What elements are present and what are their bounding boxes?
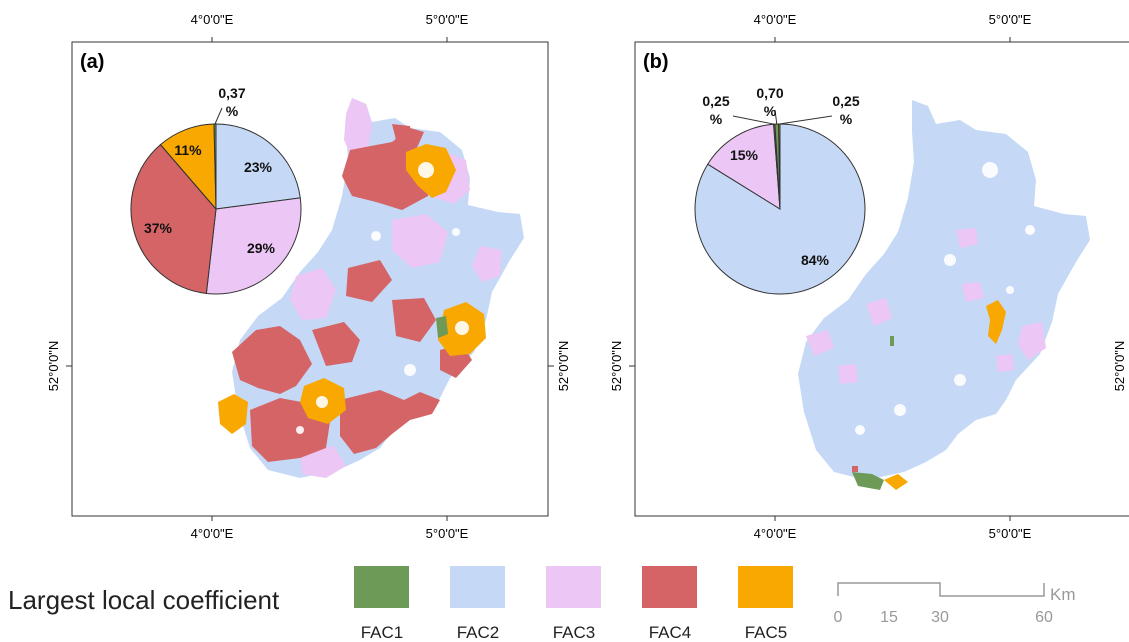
region-fac4-mid-a <box>392 298 436 342</box>
pie-label-b-fac2: 84% <box>801 252 830 268</box>
top-tick-a-0: 4°0'0"E <box>191 12 234 27</box>
legend-swatch-fac1 <box>354 566 409 608</box>
pie-label-a-fac3: 29% <box>247 240 276 256</box>
map-regions-b <box>798 100 1090 490</box>
legend-swatch-fac5 <box>738 566 793 608</box>
scale-label-30: 30 <box>931 609 949 626</box>
scale-unit: Km <box>1050 585 1076 604</box>
legend: Largest local coefficient FAC1 FAC2 FAC3 FA… <box>8 566 793 642</box>
legend-title: Largest local coefficient <box>8 585 280 615</box>
pie-labels-b: 84% 15% 0,25 % 0,70 % 0,25% <box>702 85 859 268</box>
map-panel-b: 84% 15% 0,25 % 0,70 % 0,25% (b) 4°0'0"E 5°0'0"… <box>609 12 1129 541</box>
region-fac3-4-b <box>866 298 892 326</box>
legend-label-fac1: FAC1 <box>361 623 404 642</box>
region-fac3-5-b <box>806 330 834 356</box>
right-tick-b: 52°0'0"N <box>1112 341 1127 392</box>
region-fac3-north-a <box>344 98 372 162</box>
region-fac3-7-b <box>996 354 1014 372</box>
region-fac5-2-b <box>884 474 908 490</box>
scale-bar <box>837 582 1045 597</box>
region-fac3-east2-a <box>472 246 502 282</box>
map-panel-a: 23% 29% 37% 11% 0,37% (a) 4°0'0"E 5°0'0"E 4°… <box>46 12 571 541</box>
pie-label-a-fac2: 23% <box>244 159 273 175</box>
pie-leader-b-fac1 <box>774 109 778 125</box>
region-fac3-south-a <box>300 446 346 478</box>
pie-label-a-fac4: 37% <box>144 220 173 236</box>
region-fac1-a <box>436 316 448 338</box>
region-fac3-6-b <box>838 364 858 384</box>
region-fac3-1-b <box>956 228 978 248</box>
pie-label-b-fac4: 0,25% <box>702 93 729 127</box>
region-fac4-west-a <box>232 326 312 394</box>
region-fac4-1-b <box>852 466 858 472</box>
legend-label-fac2: FAC2 <box>457 623 500 642</box>
legend-swatch-fac2 <box>450 566 505 608</box>
legend-label-fac4: FAC4 <box>649 623 692 642</box>
region-fac5-1-b <box>986 300 1006 344</box>
region-fac4-north-a <box>342 128 430 210</box>
panel-label-a: (a) <box>80 51 104 73</box>
bottom-tick-b-0: 4°0'0"E <box>754 526 797 541</box>
region-fac4-central-a <box>346 260 392 302</box>
bottom-tick-b-1: 5°0'0"E <box>989 526 1032 541</box>
pie-slice-a-fac4 <box>130 143 217 295</box>
legend-label-fac5: FAC5 <box>745 623 788 642</box>
left-tick-b: 52°0'0"N <box>609 341 624 392</box>
pie-leader-a-fac1 <box>214 107 223 125</box>
legend-swatch-fac3 <box>546 566 601 608</box>
bottom-tick-a-1: 5°0'0"E <box>426 526 469 541</box>
legend-swatch-fac4 <box>642 566 697 608</box>
pie-slice-a-fac3 <box>205 197 302 295</box>
pie-slice-a-fac1 <box>213 123 217 210</box>
pie-label-a-fac1: 0,37% <box>218 85 245 119</box>
pie-leader-b-fac5 <box>779 115 833 125</box>
region-fac1-2-b <box>890 336 894 346</box>
scale-label-60: 60 <box>1035 609 1053 626</box>
top-tick-b-1: 5°0'0"E <box>989 12 1032 27</box>
scale-label-0: 0 <box>834 609 843 626</box>
top-tick-a-1: 5°0'0"E <box>426 12 469 27</box>
region-fac4-northcap-a <box>392 124 412 140</box>
region-fac2-base-b <box>798 100 1090 480</box>
legend-label-fac3: FAC3 <box>553 623 596 642</box>
pie-chart-b <box>694 123 866 295</box>
left-tick-a: 52°0'0"N <box>46 341 61 392</box>
region-fac4-southeast-a <box>340 390 440 454</box>
region-fac3-3-b <box>1018 322 1046 360</box>
pie-label-b-fac3: 15% <box>730 147 759 163</box>
region-fac4-centre2-a <box>312 322 360 366</box>
legend-items: FAC1 FAC2 FAC3 FAC4 FAC5 <box>354 566 793 642</box>
pie-slice-a-fac2 <box>215 123 301 210</box>
map-regions-a <box>218 98 524 478</box>
pie-label-b-fac5: 0,25% <box>832 93 859 127</box>
right-tick-a: 52°0'0"N <box>556 341 571 392</box>
region-fac3-mid-a <box>392 214 448 268</box>
region-fac3-west-a <box>290 268 336 320</box>
pie-label-a-fac5: 11% <box>174 142 202 158</box>
bottom-tick-a-0: 4°0'0"E <box>191 526 234 541</box>
region-fac3-2-b <box>962 282 984 302</box>
pie-labels-a: 23% 29% 37% 11% 0,37% <box>144 85 276 256</box>
top-tick-b-0: 4°0'0"E <box>754 12 797 27</box>
pie-slice-b-fac3 <box>707 123 781 210</box>
pie-chart-a <box>130 123 302 295</box>
region-fac1-1-b <box>852 472 884 490</box>
region-fac5-west-a <box>218 394 248 434</box>
panel-label-b: (b) <box>643 51 669 73</box>
pie-label-b-fac1: 0,70% <box>756 85 783 119</box>
scale-label-15: 15 <box>880 609 898 626</box>
pie-leader-b-fac4 <box>732 115 775 125</box>
